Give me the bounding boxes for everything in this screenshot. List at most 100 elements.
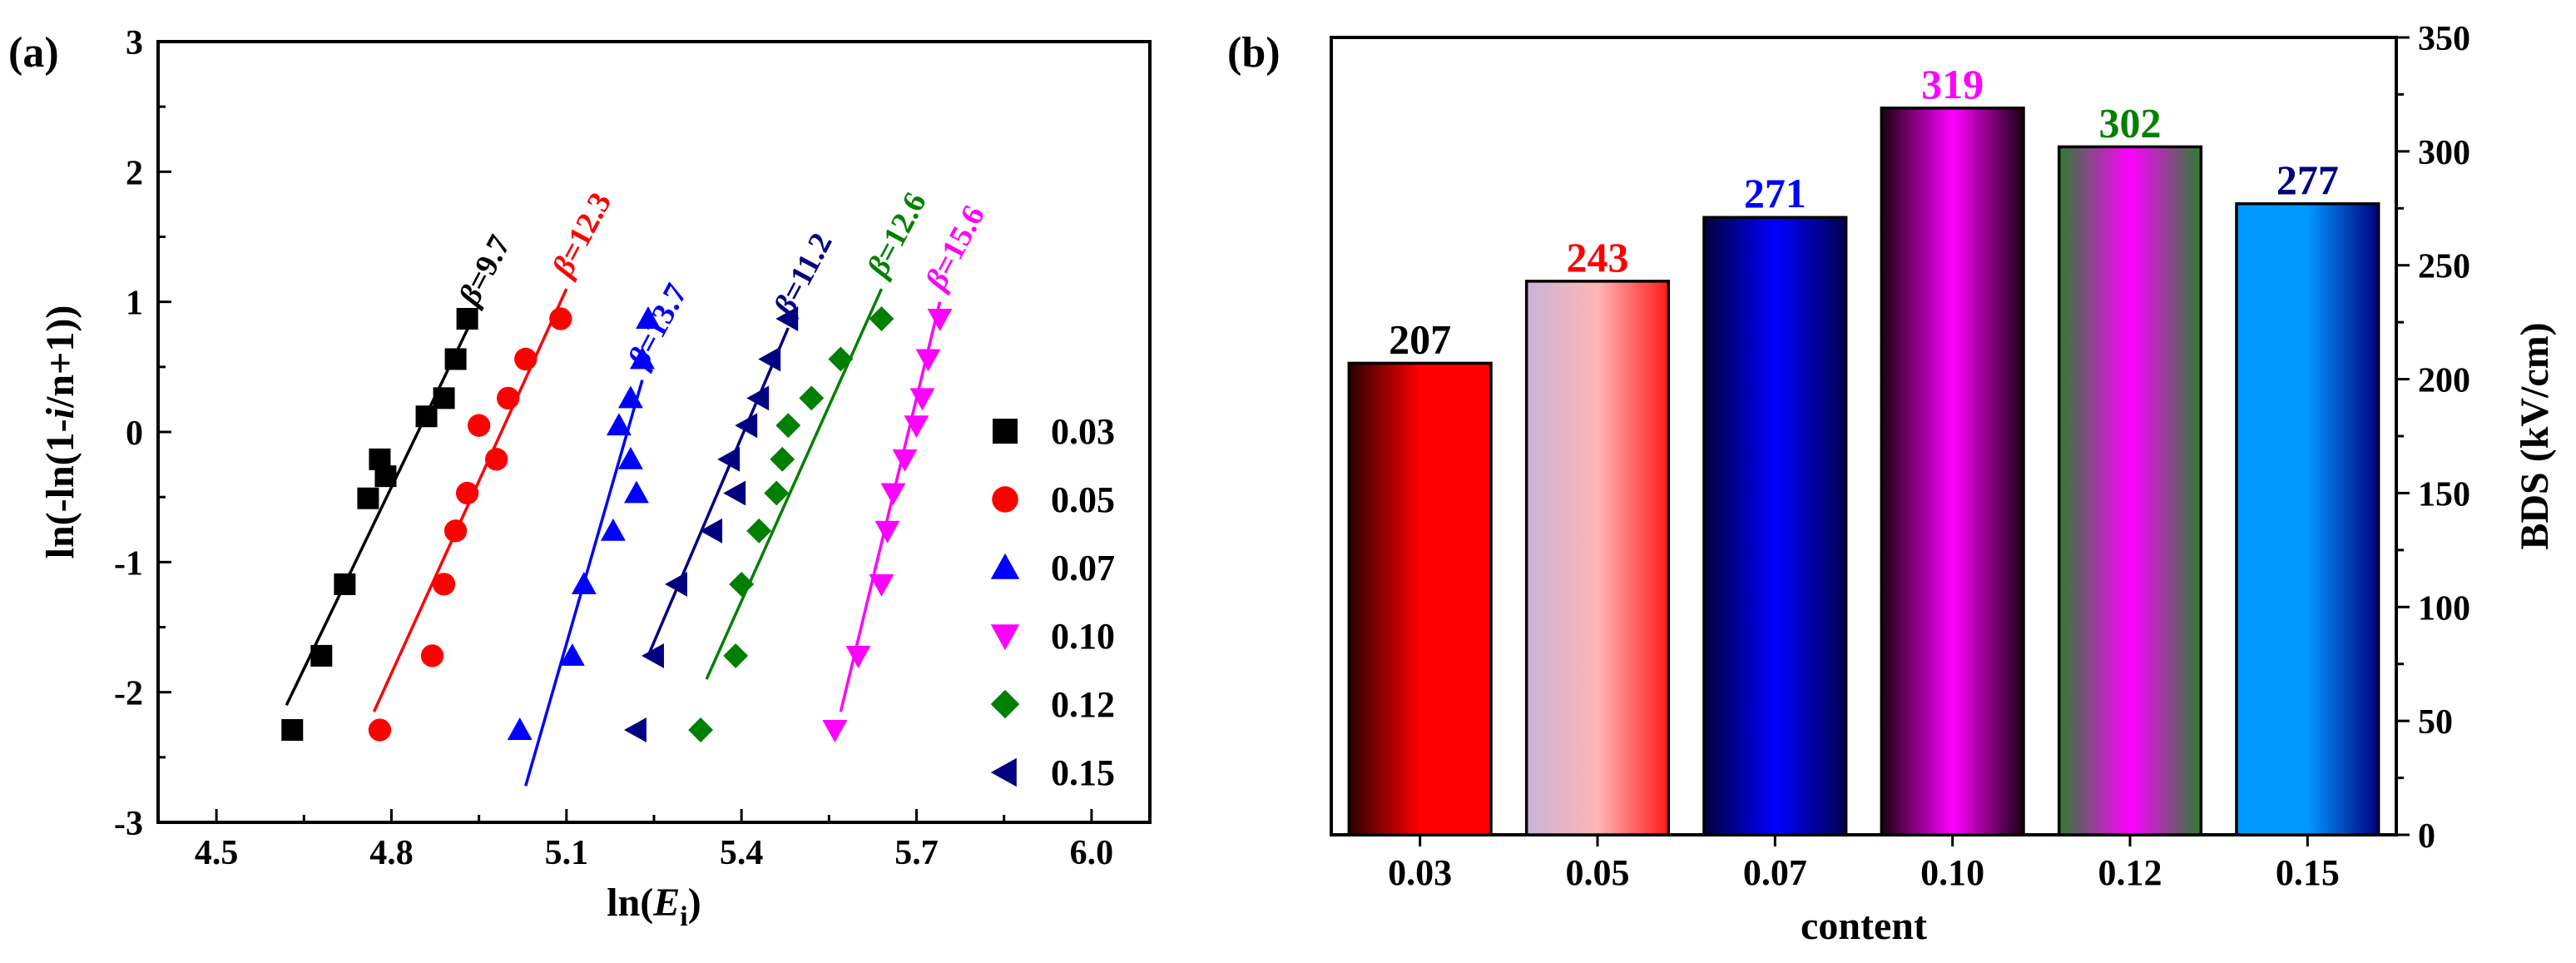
bar-0.15 [2235, 202, 2380, 836]
panel-a-legend: 0.03 0.05 0.07 0.10 0.12 0.15 [990, 411, 1115, 793]
panel-a-y-axis: -3 -2 -1 0 1 2 3 [114, 24, 171, 843]
panel-b-bars: 207 243 271 319 302 277 [1347, 61, 2380, 836]
data-point-0.10 [927, 309, 953, 331]
bar-0.03 [1347, 361, 1493, 836]
y-tick-label: 50 [2418, 703, 2453, 742]
data-point-0.07 [618, 446, 643, 469]
data-point-0.10 [909, 388, 935, 411]
legend-marker-0.03 [993, 419, 1018, 444]
bar-0.12 [2057, 145, 2203, 836]
x-tick-label: 6.0 [1070, 834, 1114, 872]
data-point-0.03 [433, 387, 455, 410]
beta-label-0.10: β=15.6 [919, 200, 993, 297]
data-point-0.10 [880, 483, 906, 506]
panel-b-y-axis-title: BDS (kV/cm) [2513, 322, 2557, 549]
panel-b-x-axis-title: content [1801, 904, 1927, 948]
data-point-0.12 [828, 346, 854, 372]
category-label: 0.15 [2276, 852, 2340, 893]
y-tick-label: 200 [2418, 362, 2470, 400]
panel-b: (b) 207 243 271 319 302 277 0 50 100 150 200 250 30… [1227, 20, 2557, 948]
fit-line-0.12 [705, 288, 884, 680]
panel-b-x-axis: 0.03 0.05 0.07 0.10 0.12 0.15 [1388, 835, 2340, 893]
data-point-0.03 [310, 644, 333, 667]
data-point-0.05 [467, 414, 491, 437]
data-point-0.07 [606, 413, 632, 436]
y-tick-label: 150 [2418, 475, 2470, 514]
legend-label-0.15: 0.15 [1051, 752, 1115, 793]
data-point-0.12 [775, 413, 801, 439]
bar-value-label: 243 [1567, 234, 1629, 280]
bar-value-label: 277 [2276, 156, 2339, 203]
data-point-0.12 [729, 571, 755, 597]
data-point-0.05 [443, 519, 468, 543]
beta-label-0.15: β=11.2 [766, 227, 840, 323]
data-point-0.10 [869, 573, 894, 597]
y-tick-label: 2 [126, 154, 143, 192]
y-tick-label: -1 [114, 544, 143, 583]
data-point-0.07 [571, 571, 597, 594]
data-point-0.12 [746, 518, 772, 544]
panel-a-y-axis-title: ln(-ln(1-i/n+1)) [38, 305, 82, 559]
bar-value-label: 302 [2099, 99, 2162, 146]
data-point-0.10 [845, 645, 871, 668]
bar-value-label: 207 [1389, 315, 1451, 362]
bar-0.05 [1524, 280, 1671, 836]
data-point-0.05 [432, 573, 456, 596]
bar-value-label: 271 [1744, 170, 1806, 216]
x-tick-label: 4.8 [369, 834, 414, 872]
category-label: 0.12 [2098, 852, 2162, 893]
data-point-0.07 [600, 518, 626, 541]
category-label: 0.07 [1743, 852, 1807, 893]
y-tick-label: 0 [126, 414, 143, 453]
data-point-0.15 [624, 717, 646, 742]
data-point-0.15 [746, 385, 770, 411]
data-point-0.07 [507, 717, 533, 740]
data-point-0.15 [758, 346, 781, 372]
data-point-0.07 [630, 346, 655, 370]
panel-a-markers [281, 306, 953, 742]
y-tick-label: -3 [114, 805, 143, 843]
legend-marker-0.15 [990, 757, 1017, 787]
data-point-0.12 [688, 717, 714, 742]
data-point-0.10 [892, 449, 918, 472]
beta-label-0.05: β=12.3 [545, 187, 619, 285]
legend-marker-0.12 [990, 689, 1020, 719]
data-point-0.03 [374, 465, 397, 488]
x-tick-label: 5.1 [545, 834, 589, 872]
panel-a-label: (a) [8, 29, 59, 77]
category-label: 0.05 [1566, 852, 1630, 893]
y-tick-label: 3 [126, 24, 143, 62]
data-point-0.15 [723, 480, 746, 506]
data-point-0.10 [822, 720, 848, 742]
legend-label-0.12: 0.12 [1051, 684, 1115, 725]
data-point-0.05 [368, 718, 392, 742]
data-point-0.05 [455, 481, 479, 505]
data-point-0.12 [770, 446, 795, 472]
data-point-0.07 [559, 643, 585, 666]
data-point-0.03 [357, 487, 379, 509]
data-point-0.07 [618, 385, 643, 409]
data-point-0.03 [415, 405, 438, 428]
legend-marker-0.10 [990, 624, 1020, 651]
x-tick-label: 5.7 [894, 834, 939, 872]
data-point-0.05 [497, 386, 520, 410]
bar-0.10 [1880, 107, 2025, 836]
legend-label-0.05: 0.05 [1051, 479, 1115, 520]
y-tick-label: -2 [114, 675, 143, 713]
data-point-0.15 [700, 518, 723, 544]
y-tick-label: 300 [2418, 134, 2470, 172]
data-point-0.12 [869, 306, 894, 331]
fit-line-0.10 [839, 301, 942, 712]
panel-b-label: (b) [1227, 29, 1281, 77]
fit-line-0.03 [285, 316, 475, 707]
data-point-0.03 [444, 348, 467, 370]
y-tick-label: 250 [2418, 248, 2470, 286]
panel-a-x-axis: 4.5 4.8 5.1 5.4 5.7 6.0 [195, 809, 1113, 872]
x-tick-label: 4.5 [195, 834, 239, 872]
data-point-0.05 [549, 307, 572, 330]
y-tick-label: 0 [2418, 817, 2435, 856]
data-point-0.12 [764, 480, 790, 506]
data-point-0.15 [735, 413, 758, 439]
